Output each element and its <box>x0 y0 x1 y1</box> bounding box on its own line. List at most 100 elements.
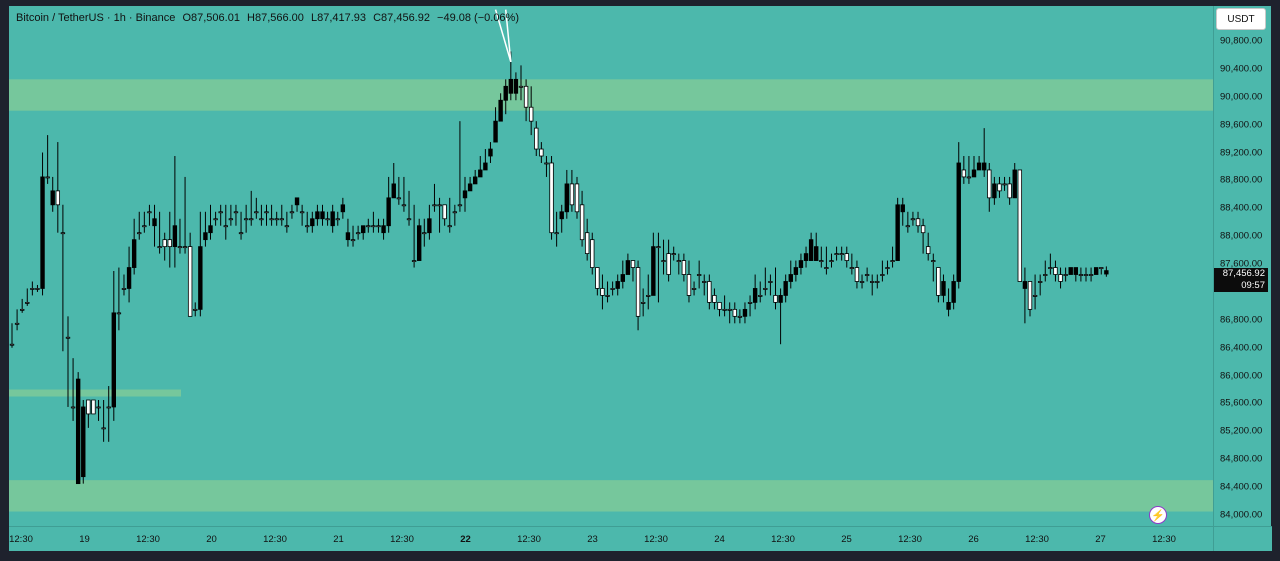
price-tick-label: 84,800.00 <box>1220 453 1263 465</box>
candle-up <box>147 211 152 214</box>
candle-down <box>330 211 335 227</box>
candle-up <box>65 336 71 339</box>
candle-up <box>966 176 972 179</box>
time-tick-label: 12:30 <box>1025 534 1049 545</box>
candle-up <box>523 85 529 108</box>
candle-down <box>808 239 814 261</box>
time-tick-label: 12:30 <box>771 534 795 545</box>
candle-down <box>427 218 432 234</box>
candle-up <box>747 301 753 304</box>
candle-up <box>905 225 911 228</box>
candle-up <box>834 253 839 256</box>
candle-up <box>1078 274 1084 276</box>
time-tick-label: 12:30 <box>517 534 541 545</box>
price-axis[interactable] <box>1213 6 1271 526</box>
candle-down <box>203 232 208 241</box>
candle-up <box>213 218 218 221</box>
candle-up <box>717 301 722 310</box>
candle-up <box>584 232 590 255</box>
candle-up <box>401 204 407 207</box>
candle-up <box>1058 274 1063 282</box>
candle-down <box>615 281 620 289</box>
replay-button[interactable]: ⚡ <box>1149 506 1167 524</box>
candle-up <box>269 218 274 221</box>
candle-up <box>233 211 239 214</box>
candle-up <box>167 239 172 248</box>
candle-down <box>467 183 473 192</box>
lightning-icon: ⚡ <box>1151 509 1165 522</box>
candle-down <box>488 148 493 157</box>
candle-up <box>101 427 106 430</box>
candle-up <box>635 267 641 317</box>
candle-down <box>1073 267 1079 275</box>
candlestick-chart[interactable] <box>9 6 1213 526</box>
candle-down <box>483 162 488 171</box>
candle-up <box>819 260 824 262</box>
candle-up <box>864 274 870 276</box>
candle-up <box>656 246 661 249</box>
candle-down <box>742 308 748 317</box>
candle-down <box>361 225 366 234</box>
candle-up <box>910 218 916 221</box>
candle-down <box>971 169 977 178</box>
time-tick-label: 12:30 <box>644 534 668 545</box>
candle-down <box>900 204 905 213</box>
candle-up <box>284 225 290 228</box>
candle-up <box>457 204 463 207</box>
candle-up <box>9 343 15 346</box>
candle-down <box>111 312 116 408</box>
candle-down <box>126 267 132 289</box>
candle-down <box>956 162 961 282</box>
price-tick-label: 88,400.00 <box>1220 202 1263 214</box>
candle-up <box>187 246 193 317</box>
axis-corner <box>1213 526 1272 551</box>
candle-up <box>931 260 936 262</box>
candle-up <box>737 315 743 318</box>
last-price-value: 87,456.92 <box>1222 268 1265 279</box>
price-tick-label: 90,400.00 <box>1220 63 1263 75</box>
candle-down <box>198 246 203 310</box>
candle-down <box>625 260 631 275</box>
candle-up <box>274 218 279 221</box>
candle-up <box>1027 281 1033 310</box>
candle-up <box>544 162 549 165</box>
symbol-title[interactable]: Bitcoin / TetherUS · 1h · Binance <box>16 12 176 24</box>
candle-down <box>976 162 982 171</box>
candle-down <box>340 204 346 213</box>
candle-up <box>824 267 829 269</box>
price-tick-label: 89,600.00 <box>1220 119 1263 131</box>
candle-up <box>45 176 50 179</box>
candle-down <box>320 211 325 220</box>
time-axis[interactable] <box>9 526 1213 551</box>
candle-down <box>981 162 987 171</box>
candle-down <box>793 267 799 275</box>
candle-up <box>452 211 458 214</box>
chart-plot-area[interactable] <box>9 6 1213 526</box>
candle-up <box>422 232 427 235</box>
price-tick-label: 90,800.00 <box>1220 35 1263 47</box>
candle-down <box>895 204 900 261</box>
candle-down <box>1104 270 1109 275</box>
candle-up <box>630 260 636 268</box>
time-tick-label: 12:30 <box>9 534 33 545</box>
candle-up <box>732 308 737 317</box>
candle-down <box>508 78 514 94</box>
price-tick-label: 88,000.00 <box>1220 230 1263 242</box>
candle-up <box>116 312 122 315</box>
candle-up <box>335 218 340 221</box>
candle-up <box>289 211 295 214</box>
candle-up <box>681 260 687 275</box>
candle-up <box>299 211 305 214</box>
symbol-legend: Bitcoin / TetherUS · 1h · Binance O87,50… <box>16 12 523 24</box>
candle-up <box>355 232 361 235</box>
candle-up <box>936 267 941 296</box>
time-tick-label: 12:30 <box>390 534 414 545</box>
candle-up <box>442 204 447 220</box>
candle-down <box>798 260 804 268</box>
candle-up <box>121 288 127 290</box>
candle-up <box>259 218 264 221</box>
price-tick-label: 85,600.00 <box>1220 397 1263 409</box>
currency-button[interactable]: USDT <box>1216 8 1266 30</box>
support-resistance-zone <box>9 480 1213 512</box>
candle-up <box>844 253 849 261</box>
